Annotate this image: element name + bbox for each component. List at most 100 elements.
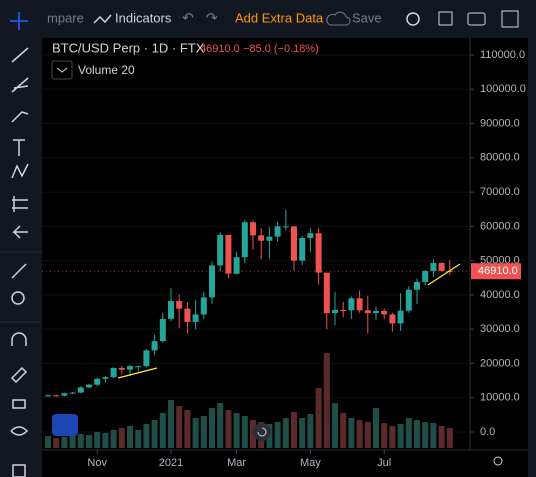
volume-bar [233, 413, 240, 448]
y-tick-label: 90000.0 [480, 117, 520, 129]
candle-body [282, 226, 289, 228]
volume-bar [45, 436, 51, 448]
candle-body [233, 257, 240, 274]
candle-body [266, 236, 273, 241]
y-tick-label: 80000.0 [480, 152, 520, 164]
collapse-legend[interactable] [51, 60, 73, 80]
candle-body [184, 308, 191, 322]
candle-body [389, 314, 396, 324]
volume-bar [282, 418, 289, 448]
candle-body [143, 350, 150, 367]
axis-settings[interactable] [493, 456, 503, 466]
candle-body [414, 281, 420, 290]
y-tick-label: 110000.0 [480, 49, 525, 61]
x-tick-label: Jul [377, 457, 391, 469]
candle-body [340, 309, 347, 311]
candle-body [176, 301, 183, 309]
y-tick-label: 0.0 [480, 426, 495, 438]
volume-bar [118, 428, 125, 448]
volume-bar [127, 426, 133, 448]
volume-bar [274, 422, 281, 448]
volume-bar [241, 416, 248, 448]
volume-bar [315, 388, 322, 448]
snapshot[interactable] [467, 12, 486, 26]
y-tick-label: 60000.0 [480, 220, 520, 232]
candle-body [159, 318, 166, 342]
volume-bar [53, 438, 60, 448]
volume-bar [422, 422, 429, 448]
y-tick-label: 10000.0 [480, 392, 520, 404]
candle-body [315, 233, 322, 273]
volume-bar [356, 420, 363, 448]
undo[interactable]: ↶ [182, 10, 194, 26]
volume-bar [77, 434, 84, 448]
volume-bar [168, 400, 174, 448]
candle-body [356, 298, 363, 311]
volume-bar [135, 430, 142, 448]
candle-body [332, 309, 338, 314]
compare-button[interactable]: mpare [47, 10, 84, 25]
candle-body [102, 377, 109, 379]
volume-bar [159, 413, 166, 448]
reset-chart[interactable] [253, 423, 271, 441]
save-button[interactable]: Save [352, 10, 382, 25]
plot: 0.010000.020000.030000.040000.050000.060… [42, 49, 526, 469]
cloud-icon [326, 11, 351, 26]
add-extra-data[interactable]: Add Extra Data [235, 10, 324, 25]
candle-body [200, 297, 207, 315]
candle-body [422, 270, 429, 282]
candle-body [291, 226, 297, 261]
candle-body [217, 234, 224, 266]
candle-body [381, 311, 388, 315]
indicators-button[interactable]: Indicators [115, 10, 172, 25]
x-tick-label: Nov [87, 457, 107, 469]
reset-icon [257, 427, 267, 437]
candle-body [225, 234, 232, 274]
y-tick-label: 20000.0 [480, 357, 520, 369]
candle-body [241, 222, 248, 258]
candle-body [77, 387, 84, 393]
chevron [56, 67, 68, 73]
panel-toggle[interactable] [501, 10, 519, 28]
top-bar [0, 0, 536, 38]
volume-bar [414, 420, 420, 448]
volume-bar [69, 436, 76, 448]
volume-bar [61, 437, 68, 448]
indicators-icon [93, 14, 112, 24]
volume-bar [94, 432, 101, 448]
volume-bar [307, 414, 314, 448]
candle-body [135, 366, 142, 368]
volume-bar [291, 412, 297, 448]
volume-bar [192, 418, 199, 448]
volume-bar [86, 435, 92, 448]
volume-bar [200, 416, 207, 448]
candle-body [307, 233, 314, 239]
last-price-box [471, 263, 521, 280]
y-tick-label: 30000.0 [480, 323, 520, 335]
volume-bar [250, 420, 256, 448]
candle-body [373, 311, 379, 314]
candle-body [127, 366, 133, 370]
settings[interactable] [406, 12, 420, 26]
volume-bar [143, 424, 150, 448]
symbol-info: BTC/USD Perp · 1D · FTX [52, 40, 205, 55]
candle-body [61, 393, 68, 396]
fullscreen[interactable] [438, 11, 453, 26]
redo[interactable]: ↷ [206, 10, 218, 26]
trendline [427, 263, 461, 286]
candle-body [323, 272, 330, 314]
candle-body [118, 367, 125, 370]
drawing-tools [10, 12, 29, 477]
candle-body [430, 263, 437, 271]
candle-body [69, 392, 76, 394]
volume-bar [405, 418, 412, 448]
volume-bar [446, 428, 453, 448]
logo[interactable] [52, 414, 78, 436]
candle-body [438, 263, 445, 271]
volume-bar [110, 430, 117, 448]
candle-body [53, 395, 60, 397]
right-edge [528, 38, 536, 477]
candle-body [86, 384, 92, 388]
